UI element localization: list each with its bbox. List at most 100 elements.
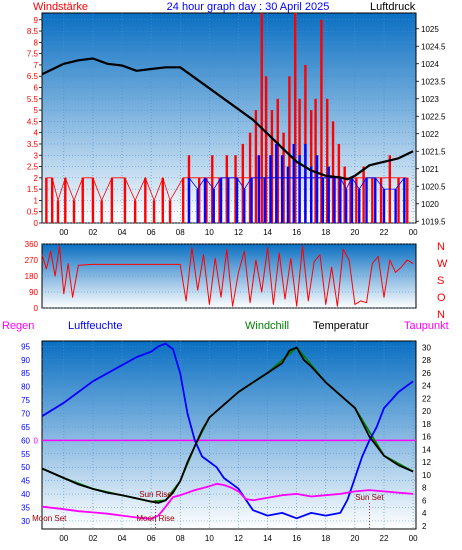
wind-bar [234,155,237,223]
x-tick-label: 06 [147,228,156,237]
humidity-tick-label: 55 [21,450,30,459]
wind-bar [371,177,374,223]
x-tick-label: 10 [205,228,214,237]
wind-tick-label: 7.5 [27,50,39,59]
direction-tick-label: 90 [29,288,38,297]
x-tick-label: 02 [88,228,97,237]
humidity-tick-label: 60 [21,436,30,445]
wind-bar [235,177,239,223]
wind-average-series [187,143,406,223]
temperature-tick-label: 2 [422,522,427,531]
humidity-tick-label: 80 [21,383,30,392]
temperature-tick-label: 28 [422,356,431,365]
wind-tick-label: 3.5 [27,140,39,149]
pressure-tick-label: 1020 [421,200,439,209]
wind-bar [298,155,301,223]
temperature-tick-label: 6 [422,496,427,505]
temperature-tick-label: 18 [422,420,431,429]
graph-title: 24 hour graph day : 30 April 2025 [167,1,330,13]
wind-bar [343,166,346,223]
wind-tick-label: 4 [34,129,39,138]
wind-bar [275,143,278,223]
wind-bar [362,166,365,223]
x-tick-label: 22 [380,534,389,543]
temperature-tick-label: 4 [422,509,427,518]
wind-tick-label: 8 [34,38,39,47]
x-tick-label: 12 [234,228,243,237]
wind-bar [181,177,185,223]
wind-bar [254,110,258,223]
temperature-tick-label: 30 [422,343,431,352]
direction-tick-label: 360 [25,240,39,249]
pressure-tick-label: 1024.5 [421,42,446,51]
wind-bar [321,177,325,223]
wind-bar [211,155,214,223]
wind-bar [123,177,127,223]
compass-label: W [437,258,448,270]
wind-bar [406,177,409,223]
humidity-tick-label: 50 [21,463,30,472]
wind-tick-label: 0 [34,219,39,228]
wind-tick-label: 2.5 [27,163,39,172]
temperature-tick-label: 14 [422,445,431,454]
pressure-tick-label: 1025 [421,25,439,34]
wind-bar [374,177,377,223]
wind-tick-label: 4.5 [27,117,39,126]
wind-tick-label: 3 [34,151,39,160]
temperature-tick-label: 20 [422,407,431,416]
wind-bar [286,166,290,223]
pressure-tick-label: 1021 [421,165,439,174]
wind-bar [260,13,263,223]
wind-tick-label: 1.5 [27,185,39,194]
x-tick-label: 14 [263,534,272,543]
sun-moon-annotation: Sun Set [355,493,384,502]
wind-tick-label: 2 [34,174,39,183]
wind-bar [227,177,230,223]
x-tick-label: 12 [234,534,243,543]
wind-tick-label: 5.5 [27,95,39,104]
humidity-tick-label: 70 [21,410,30,419]
wind-trace [188,177,405,190]
wind-bar [219,177,223,223]
wind-bar [350,177,354,223]
x-tick-label: 14 [263,228,272,237]
humidity-tick-label: 75 [21,396,30,405]
compass-label: S [437,275,444,287]
wind-bar [403,177,406,223]
wind-bar [355,177,358,223]
wind-bar [365,177,368,223]
wind-bar [168,200,172,223]
humidity-tick-label: 35 [21,504,30,513]
wind-bar [81,177,84,223]
wind-bar [358,189,361,223]
wind-bar [379,177,383,223]
taupunkt-line [41,482,414,520]
wind-bar [304,143,307,223]
wind-bar [294,13,297,223]
wind-tick-label: 9 [34,16,39,25]
x-tick-label: 10 [205,534,214,543]
pressure-tick-label: 1022 [421,130,439,139]
wind-bar [326,98,329,223]
humidity-tick-label: 95 [21,342,30,351]
temperature-tick-label: 24 [422,382,431,391]
temperature-tick-label: 22 [422,394,431,403]
wind-bar [333,177,336,223]
wind-bar [382,189,386,223]
humidity-tick-label: 90 [21,356,30,365]
wind-bar [91,177,95,223]
wind-bar [337,143,341,223]
wind-bar [310,166,313,223]
wind-bar [212,189,215,223]
direction-tick-label: 180 [25,272,39,281]
wind-tick-label: 0.5 [27,208,39,217]
wind-bar [196,189,199,223]
temperature-tick-label: 8 [422,484,427,493]
wind-tick-label: 8.5 [27,27,39,36]
wind-bar [218,177,221,223]
x-tick-label: 18 [321,228,330,237]
compass-label: N [437,309,445,321]
wind-bar [72,200,76,223]
